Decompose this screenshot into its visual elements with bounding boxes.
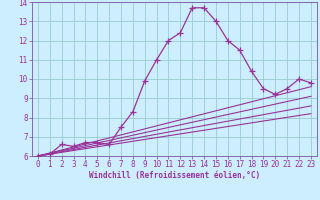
X-axis label: Windchill (Refroidissement éolien,°C): Windchill (Refroidissement éolien,°C) <box>89 171 260 180</box>
